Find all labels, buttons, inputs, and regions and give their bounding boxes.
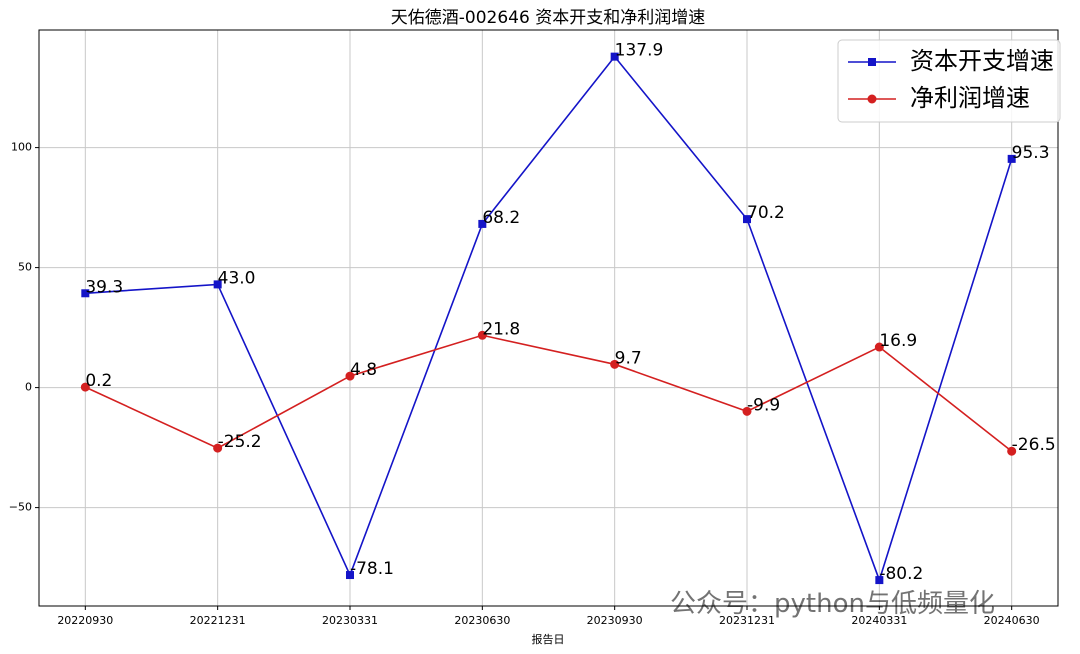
data-point: [610, 359, 620, 369]
plot-frame: [38, 29, 1059, 607]
data-point: [213, 443, 223, 453]
x-tick-label: 20230331: [322, 614, 378, 627]
y-tick-label: 0: [25, 381, 32, 394]
x-tick-label: 20231231: [719, 614, 775, 627]
data-label: 95.3: [1012, 143, 1050, 163]
data-point: [213, 280, 222, 289]
data-label: 4.8: [350, 360, 377, 380]
x-tick-label: 20240630: [984, 614, 1040, 627]
data-label: -25.2: [218, 432, 262, 452]
data-point: [743, 215, 752, 224]
data-label: 9.7: [615, 348, 642, 368]
series-line: [85, 55, 1013, 583]
data-point: [874, 342, 884, 352]
data-label: -9.9: [747, 395, 780, 415]
watermark: 公众号：python与低频量化: [670, 589, 995, 619]
data-point: [81, 289, 90, 298]
data-point: [477, 330, 487, 340]
data-point: [345, 371, 355, 381]
data-label: 0.2: [85, 371, 112, 391]
x-axis-label: 报告日: [532, 632, 565, 646]
y-tick-label: 100: [11, 141, 32, 154]
legend-label: 净利润增速: [910, 84, 1030, 112]
x-tick-label: 20230630: [454, 614, 510, 627]
x-tick-label: 20240331: [851, 614, 907, 627]
data-label: -80.2: [879, 564, 923, 584]
x-tick-label: 20221231: [190, 614, 246, 627]
legend-box: [837, 39, 1061, 123]
data-point: [80, 382, 90, 392]
data-point: [610, 52, 619, 61]
data-label: 16.9: [879, 331, 917, 351]
data-point: [478, 219, 487, 228]
data-label: -26.5: [1012, 435, 1056, 455]
y-tick-label: 50: [18, 261, 32, 274]
legend-marker: [868, 58, 876, 66]
data-label: 43.0: [218, 268, 256, 288]
data-point: [1007, 154, 1016, 163]
data-label: 137.9: [615, 41, 664, 61]
data-label: 21.8: [482, 319, 520, 339]
y-tick-label: −50: [9, 501, 32, 514]
data-point: [742, 406, 752, 416]
data-label: 70.2: [747, 203, 785, 223]
data-label: 68.2: [482, 208, 520, 228]
legend-marker: [867, 94, 877, 104]
data-point: [875, 576, 884, 585]
series-line: [84, 334, 1013, 452]
x-tick-label: 20230930: [587, 614, 643, 627]
data-point: [345, 571, 354, 580]
data-label: -78.1: [350, 559, 394, 579]
x-tick-label: 20220930: [57, 614, 113, 627]
data-label: 39.3: [85, 277, 123, 297]
data-point: [1007, 446, 1017, 456]
chart-title: 天佑德酒-002646 资本开支和净利润增速: [391, 8, 705, 28]
legend-label: 资本开支增速: [910, 47, 1054, 75]
